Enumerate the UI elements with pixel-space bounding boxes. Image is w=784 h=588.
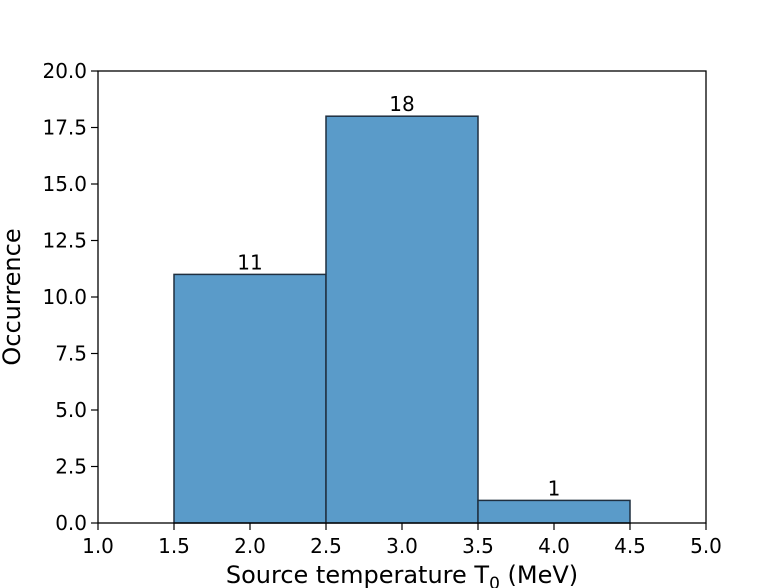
x-tick-label: 3.5 [462,534,494,558]
bar-3 [477,499,631,524]
x-tick-label: 3.0 [386,534,418,558]
x-tick-label: 2.5 [310,534,342,558]
bar-value-label-1: 11 [237,250,262,274]
bar-2 [325,115,479,524]
x-tick-label: 1.0 [82,534,114,558]
x-axis-label-subscript: 0 [489,574,500,588]
x-tick-label: 1.5 [158,534,190,558]
y-axis-label: Occurrence [0,228,26,365]
y-tick-label: 15.0 [42,172,87,196]
y-axis-ticks: 0.0 2.5 5.0 7.5 10.0 12.5 15.0 17.5 20.0 [42,59,98,535]
x-axis-label-suffix: (MeV) [500,561,578,588]
x-axis-label-main: Source temperature T [226,561,490,588]
x-tick-label: 4.5 [614,534,646,558]
x-tick-label: 2.0 [234,534,266,558]
y-tick-label: 20.0 [42,59,87,83]
y-tick-label: 7.5 [55,342,87,366]
y-tick-label: 0.0 [55,511,87,535]
x-tick-label: 4.0 [538,534,570,558]
y-tick-label: 12.5 [42,229,87,253]
bar-1 [173,273,327,524]
bar-value-label-3: 1 [548,476,561,500]
x-axis-ticks: 1.0 1.5 2.0 2.5 3.0 3.5 4.0 4.5 5.0 [82,523,722,558]
bar-value-label-2: 18 [389,92,414,116]
bar-labels-group: 11 18 1 [237,92,560,500]
y-tick-label: 10.0 [42,285,87,309]
y-tick-label: 2.5 [55,455,87,479]
x-tick-label: 5.0 [690,534,722,558]
x-axis-label: Source temperature T0 (MeV) [226,561,578,588]
y-tick-label: 5.0 [55,398,87,422]
y-tick-label: 17.5 [42,116,87,140]
bars-group [173,115,631,524]
